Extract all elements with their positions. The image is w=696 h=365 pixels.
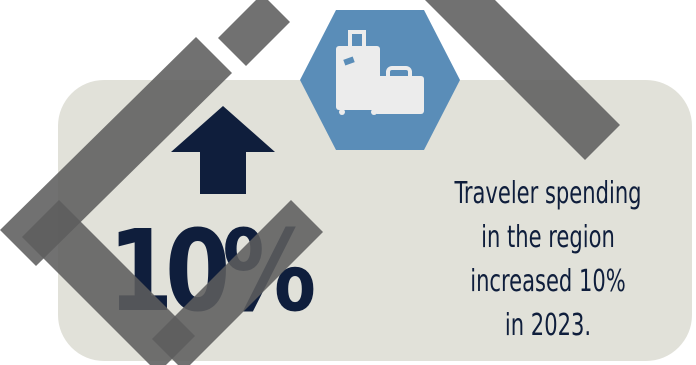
- caption-line: in 2023.: [504, 308, 592, 343]
- caption-line: in the region: [481, 220, 615, 255]
- luggage-icon: [336, 30, 424, 115]
- caption-text: Traveler spending in the region increase…: [414, 172, 682, 348]
- stat-value: 10%: [108, 207, 316, 337]
- up-arrow-icon: [171, 106, 275, 194]
- luggage-badge: [300, 10, 460, 150]
- stripe-top-left: [218, 0, 290, 66]
- caption-line: increased 10%: [470, 264, 626, 299]
- caption-line: Traveler spending: [454, 176, 642, 211]
